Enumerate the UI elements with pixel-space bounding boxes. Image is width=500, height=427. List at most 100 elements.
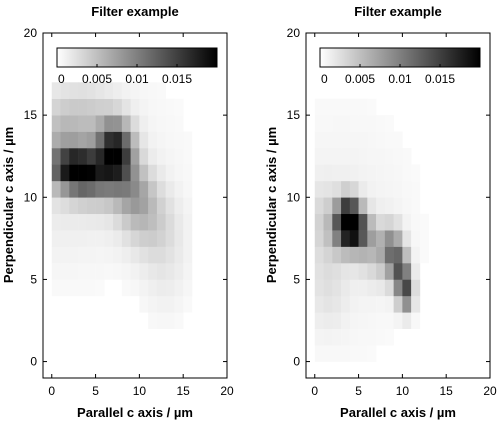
heatmap-cell (393, 263, 403, 280)
heatmap-cell (130, 230, 140, 247)
heatmap-cell (95, 180, 105, 198)
heatmap-cell (51, 98, 61, 116)
heatmap-cell (358, 213, 368, 231)
heatmap-cell (78, 98, 88, 116)
heatmap-cell (314, 230, 324, 247)
heatmap-cell (367, 230, 377, 247)
colorbar-tick-label: 0 (321, 72, 328, 86)
heatmap-cell (183, 164, 193, 182)
y-tick-label: 10 (24, 190, 38, 204)
heatmap-cell (376, 197, 386, 215)
heatmap-cell (130, 263, 140, 280)
heatmap-cell (139, 230, 149, 247)
heatmap-cell (358, 345, 368, 362)
left-panel: 0 5 10 15 20 0 5 10 15 20 Filter example Paralle… (1, 4, 234, 420)
heatmap-cell (183, 197, 193, 215)
heatmap-cell (314, 328, 324, 346)
heatmap-cell (341, 230, 351, 247)
right-y-axis-label: Perpendicular c axis / µm (264, 127, 279, 283)
heatmap-cell (86, 230, 96, 247)
heatmap-cell (358, 131, 368, 149)
heatmap-cell (367, 328, 377, 346)
heatmap-cell (104, 180, 114, 198)
heatmap-cell (156, 148, 166, 165)
heatmap-cell (367, 148, 377, 165)
heatmap-cell (174, 131, 184, 149)
heatmap-cell (332, 131, 342, 149)
heatmap-cell (314, 295, 324, 313)
heatmap-cell (113, 148, 123, 165)
heatmap-cell (341, 246, 351, 264)
left-x-axis-label: Parallel c axis / µm (77, 405, 193, 420)
heatmap-cell (104, 115, 114, 132)
heatmap-cell (121, 115, 131, 132)
heatmap-cell (165, 197, 175, 215)
heatmap-cell (148, 115, 158, 132)
heatmap-cell (376, 115, 386, 132)
heatmap-cell (183, 230, 193, 247)
heatmap-cell (358, 230, 368, 247)
heatmap-cell (86, 164, 96, 182)
heatmap-cell (314, 213, 324, 231)
heatmap-cell (69, 98, 79, 116)
heatmap-cell (60, 230, 70, 247)
heatmap-cell (332, 164, 342, 182)
heatmap-cell (60, 279, 70, 297)
x-tick-label: 20 (220, 384, 234, 398)
heatmap-cell (86, 98, 96, 116)
heatmap-cell (419, 213, 429, 231)
heatmap-cell (323, 246, 333, 264)
left-x-ticks: 0 5 10 15 20 (48, 33, 234, 398)
heatmap-cell (69, 263, 79, 280)
heatmap-cell (419, 246, 429, 264)
heatmap-cell (95, 82, 105, 100)
heatmap-cell (358, 197, 368, 215)
heatmap-cell (51, 164, 61, 182)
heatmap-cell (323, 213, 333, 231)
heatmap-cell (148, 312, 158, 330)
heatmap-cell (104, 164, 114, 182)
heatmap-cell (51, 197, 61, 215)
right-colorbar: 0 0.005 0.01 0.015 (319, 47, 481, 86)
heatmap-cell (411, 180, 421, 198)
heatmap-cell (95, 148, 105, 165)
heatmap-cell (314, 312, 324, 330)
heatmap-cell (130, 197, 140, 215)
heatmap-cell (95, 164, 105, 182)
heatmap-cell (156, 131, 166, 149)
heatmap-cell (341, 115, 351, 132)
heatmap-cell (139, 197, 149, 215)
y-tick-label: 5 (293, 272, 300, 286)
heatmap-cell (69, 246, 79, 264)
heatmap-cell (156, 115, 166, 132)
heatmap-cell (51, 131, 61, 149)
heatmap-cell (349, 98, 359, 116)
heatmap-cell (411, 230, 421, 247)
x-tick-label: 15 (177, 384, 191, 398)
heatmap-cell (384, 263, 394, 280)
heatmap-cell (349, 213, 359, 231)
heatmap-cell (60, 263, 70, 280)
heatmap-cell (314, 115, 324, 132)
heatmap-cell (86, 115, 96, 132)
heatmap-cell (393, 213, 403, 231)
heatmap-cell (323, 328, 333, 346)
heatmap-cell (51, 213, 61, 231)
heatmap-cell (174, 213, 184, 231)
heatmap-cell (104, 230, 114, 247)
heatmap-cell (174, 295, 184, 313)
heatmap-cell (104, 148, 114, 165)
heatmap-cell (183, 148, 193, 165)
colorbar-tick-label: 0.005 (345, 72, 375, 86)
heatmap-cell (165, 131, 175, 149)
heatmap-cell (104, 213, 114, 231)
heatmap-cell (130, 180, 140, 198)
heatmap-cell (349, 328, 359, 346)
heatmap-cell (113, 246, 123, 264)
heatmap-cell (341, 131, 351, 149)
heatmap-cell (393, 180, 403, 198)
heatmap-cell (174, 312, 184, 330)
heatmap-cell (51, 230, 61, 247)
right-x-axis-label: Parallel c axis / µm (340, 405, 456, 420)
heatmap-cell (156, 279, 166, 297)
